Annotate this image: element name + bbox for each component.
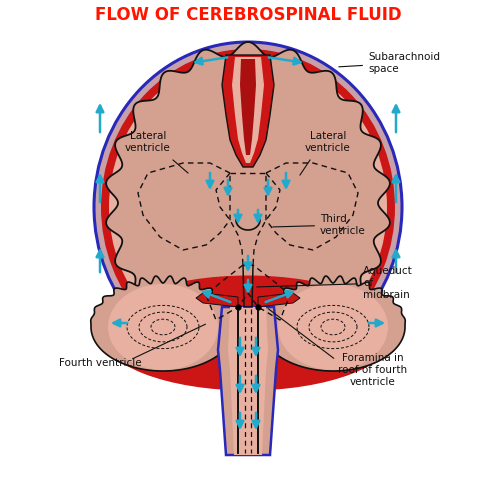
Ellipse shape [109,57,387,357]
Text: Fourth ventricle: Fourth ventricle [58,358,142,368]
Text: FLOW OF CEREBROSPINAL FLUID: FLOW OF CEREBROSPINAL FLUID [94,6,402,24]
Ellipse shape [108,284,218,370]
Polygon shape [232,57,264,163]
Polygon shape [222,55,274,167]
Text: Aqueduct
of
midbrain: Aqueduct of midbrain [257,266,413,300]
Text: Lateral
ventricle: Lateral ventricle [125,132,171,153]
Polygon shape [106,42,390,364]
Polygon shape [228,307,268,455]
Polygon shape [90,276,236,371]
Ellipse shape [94,42,402,372]
Polygon shape [260,276,406,371]
Polygon shape [258,293,300,307]
Polygon shape [196,293,238,307]
Ellipse shape [100,276,396,390]
Text: Subarachnoid
space: Subarachnoid space [339,52,440,74]
Polygon shape [218,307,278,455]
Text: Foramina in
roof of fourth
ventricle: Foramina in roof of fourth ventricle [338,354,407,386]
Ellipse shape [101,49,395,365]
Text: Lateral
ventricle: Lateral ventricle [305,132,351,153]
Ellipse shape [278,284,388,370]
Text: Third
ventricle: Third ventricle [273,214,366,236]
Polygon shape [240,59,256,155]
